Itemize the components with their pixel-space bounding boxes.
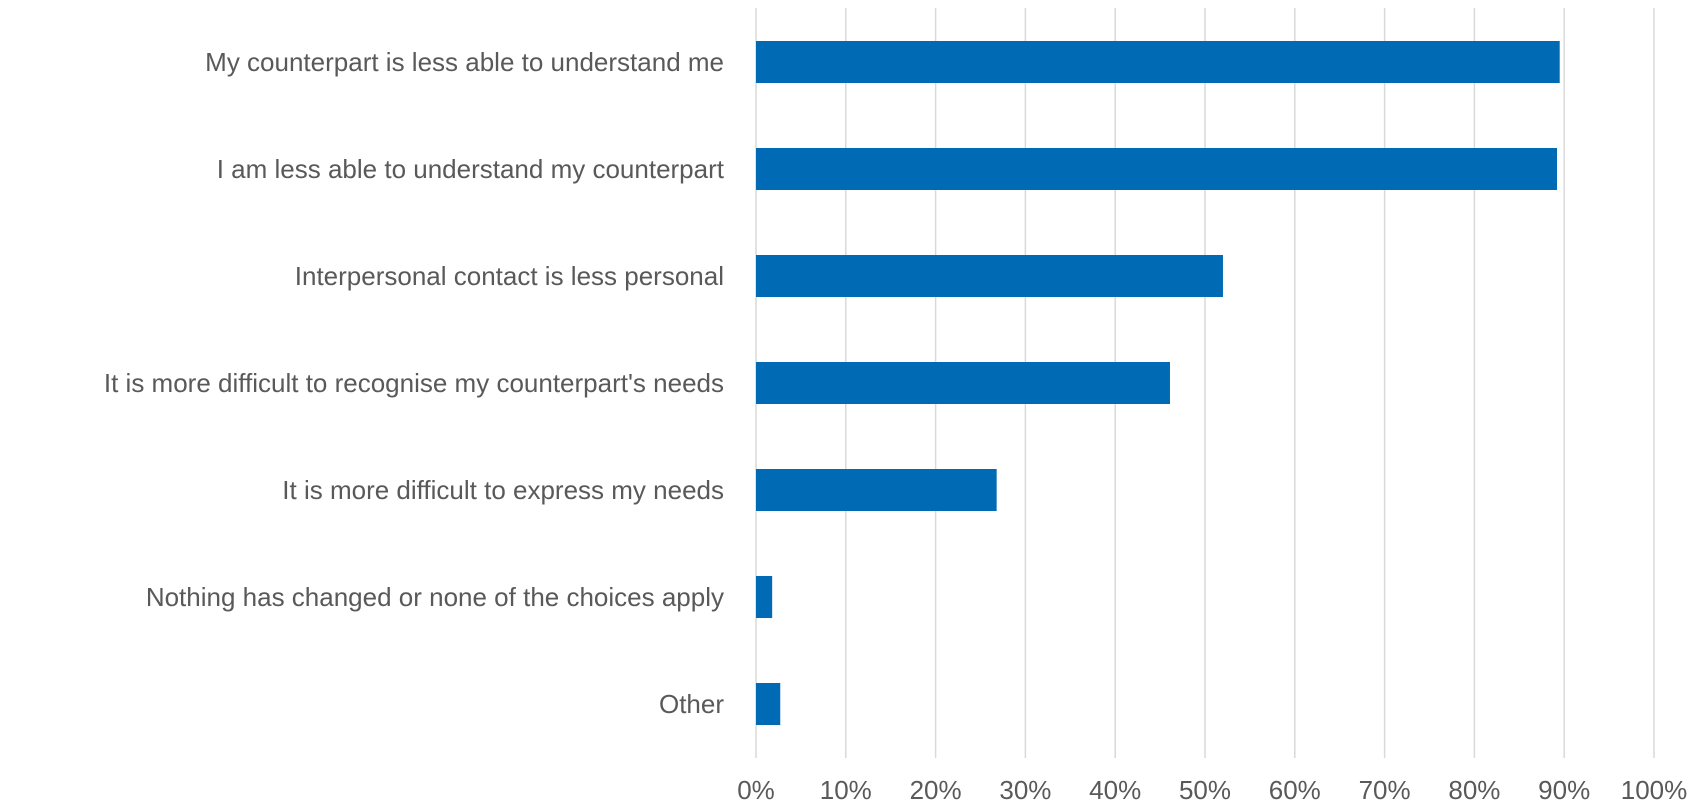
x-tick-label: 0% <box>737 775 775 805</box>
category-labels: My counterpart is less able to understan… <box>104 47 725 719</box>
x-tick-label: 10% <box>820 775 872 805</box>
category-label: My counterpart is less able to understan… <box>205 47 724 77</box>
bars <box>756 41 1560 725</box>
x-tick-label: 40% <box>1089 775 1141 805</box>
bar <box>756 576 773 618</box>
x-axis-tick-labels: 0% 10% 20% 30% 40% 50% 60% 70% 80% 90% 100% <box>737 775 1687 805</box>
bar <box>756 362 1170 404</box>
category-label: Interpersonal contact is less personal <box>295 261 724 291</box>
x-tick-label: 50% <box>1179 775 1231 805</box>
x-tick-label: 80% <box>1448 775 1500 805</box>
category-label: It is more difficult to express my needs <box>282 475 724 505</box>
category-label: I am less able to understand my counterp… <box>217 154 725 184</box>
x-tick-label: 60% <box>1269 775 1321 805</box>
x-tick-label: 70% <box>1359 775 1411 805</box>
x-tick-label: 90% <box>1538 775 1590 805</box>
bar <box>756 683 781 725</box>
x-tick-label: 20% <box>910 775 962 805</box>
category-label: Nothing has changed or none of the choic… <box>146 582 724 612</box>
bar <box>756 469 997 511</box>
x-tick-label: 100% <box>1621 775 1688 805</box>
bar <box>756 148 1558 190</box>
category-label: It is more difficult to recognise my cou… <box>104 368 724 398</box>
x-tick-label: 30% <box>999 775 1051 805</box>
bar <box>756 41 1560 83</box>
bar <box>756 255 1223 297</box>
category-label: Other <box>659 689 724 719</box>
